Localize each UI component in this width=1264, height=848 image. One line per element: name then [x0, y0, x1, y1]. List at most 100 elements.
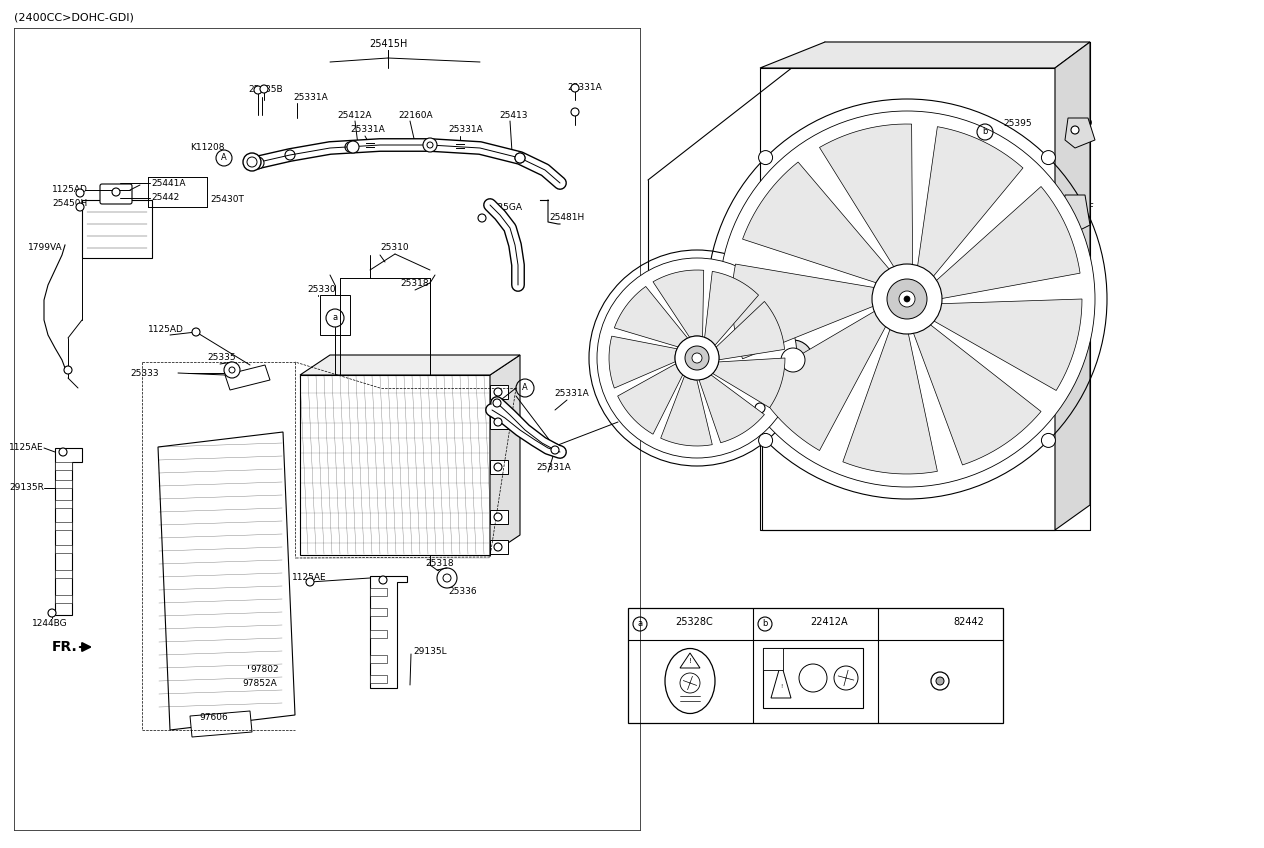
Polygon shape	[614, 287, 688, 347]
Text: 25333: 25333	[130, 369, 158, 377]
Circle shape	[493, 399, 501, 407]
Polygon shape	[225, 365, 270, 390]
Polygon shape	[1066, 118, 1095, 148]
Bar	[370, 655, 387, 663]
Text: 25318: 25318	[425, 559, 454, 567]
Polygon shape	[760, 68, 1055, 530]
Text: 25412A: 25412A	[337, 110, 372, 120]
Polygon shape	[300, 355, 520, 375]
FancyBboxPatch shape	[490, 415, 508, 429]
Bar	[370, 588, 387, 596]
Text: (2400CC>DOHC-GDI): (2400CC>DOHC-GDI)	[14, 12, 134, 22]
Bar	[56, 480, 72, 488]
Text: 25481H: 25481H	[549, 213, 584, 221]
Circle shape	[306, 578, 313, 586]
Text: 25330: 25330	[307, 286, 336, 294]
Text: A: A	[221, 153, 226, 163]
Polygon shape	[819, 124, 913, 269]
Bar	[56, 462, 72, 470]
Bar	[370, 630, 387, 638]
Circle shape	[758, 433, 772, 448]
FancyBboxPatch shape	[490, 385, 508, 399]
FancyBboxPatch shape	[100, 184, 131, 204]
Circle shape	[48, 609, 56, 617]
Circle shape	[571, 84, 579, 92]
Bar	[56, 595, 72, 603]
Text: 25331A: 25331A	[554, 388, 589, 398]
Text: 25430T: 25430T	[210, 196, 244, 204]
Text: 25415H: 25415H	[369, 39, 407, 49]
Circle shape	[494, 543, 502, 551]
Bar	[82, 200, 152, 258]
Text: 25386E: 25386E	[834, 314, 868, 322]
Text: 25450H: 25450H	[52, 199, 87, 209]
Polygon shape	[742, 162, 891, 284]
Circle shape	[932, 672, 949, 690]
Circle shape	[981, 156, 988, 164]
Circle shape	[437, 568, 458, 588]
Bar	[56, 500, 72, 508]
Text: 25318: 25318	[399, 278, 428, 287]
Bar	[56, 545, 72, 553]
Text: 25331A: 25331A	[447, 126, 483, 135]
Polygon shape	[704, 271, 758, 345]
Polygon shape	[158, 432, 295, 730]
Polygon shape	[190, 711, 252, 737]
Circle shape	[494, 418, 502, 426]
Text: 25413: 25413	[499, 110, 527, 120]
Text: 25395: 25395	[1004, 120, 1031, 129]
Circle shape	[656, 371, 664, 379]
Polygon shape	[653, 270, 704, 338]
Polygon shape	[609, 336, 678, 388]
FancyBboxPatch shape	[490, 460, 508, 474]
Circle shape	[224, 362, 240, 378]
Circle shape	[899, 291, 915, 307]
Circle shape	[254, 86, 262, 94]
Polygon shape	[713, 358, 785, 408]
Text: !: !	[780, 683, 782, 689]
Text: 25385F: 25385F	[1060, 203, 1093, 211]
Text: 25331A: 25331A	[293, 92, 327, 102]
Circle shape	[260, 85, 268, 93]
Polygon shape	[918, 126, 1023, 278]
Circle shape	[76, 203, 83, 211]
Circle shape	[1042, 151, 1055, 165]
Text: 97802: 97802	[250, 665, 278, 673]
Circle shape	[685, 346, 709, 370]
Polygon shape	[913, 323, 1042, 465]
Text: b: b	[762, 620, 767, 628]
Text: 29135R: 29135R	[9, 483, 44, 493]
Text: 25331A: 25331A	[568, 82, 602, 92]
Circle shape	[937, 677, 944, 685]
Bar	[628, 608, 1004, 723]
Circle shape	[781, 348, 805, 372]
Polygon shape	[760, 42, 1090, 68]
Circle shape	[112, 188, 120, 196]
Polygon shape	[843, 326, 938, 474]
Text: 25235D: 25235D	[1057, 120, 1092, 129]
Circle shape	[494, 463, 502, 471]
Polygon shape	[753, 310, 887, 450]
Polygon shape	[1062, 195, 1090, 235]
Polygon shape	[370, 576, 407, 688]
Polygon shape	[699, 375, 765, 443]
Text: a: a	[332, 314, 337, 322]
Ellipse shape	[774, 340, 813, 380]
Polygon shape	[732, 264, 877, 359]
Text: !: !	[689, 658, 691, 664]
Text: 25328C: 25328C	[675, 617, 713, 627]
Bar	[370, 675, 387, 683]
Text: FR.: FR.	[52, 640, 78, 654]
Polygon shape	[717, 301, 785, 360]
Text: K11208: K11208	[190, 142, 225, 152]
Circle shape	[59, 448, 67, 456]
Text: 25350: 25350	[762, 181, 790, 191]
Bar	[56, 522, 72, 530]
Circle shape	[597, 258, 798, 458]
Circle shape	[423, 138, 437, 152]
Circle shape	[514, 153, 525, 163]
Polygon shape	[932, 299, 1082, 390]
Text: 25335: 25335	[207, 354, 235, 362]
Circle shape	[64, 366, 72, 374]
Circle shape	[675, 336, 719, 380]
